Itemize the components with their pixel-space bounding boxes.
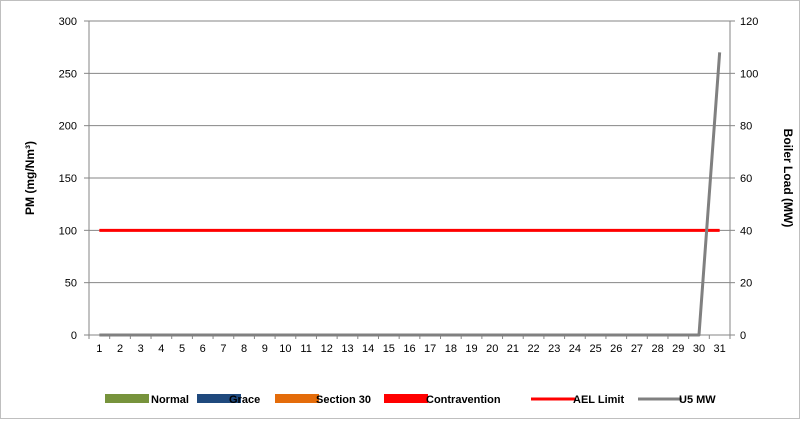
legend-label: Section 30 bbox=[316, 394, 371, 406]
y2-tick-label: 120 bbox=[740, 16, 758, 28]
series-layer bbox=[99, 52, 722, 337]
x-tick-label: 19 bbox=[465, 343, 477, 355]
x-tick-label: 8 bbox=[241, 343, 247, 355]
x-tick-label: 13 bbox=[341, 343, 353, 355]
y2-tick-label: 0 bbox=[740, 330, 746, 342]
legend-swatch bbox=[105, 394, 149, 403]
y2-tick-label: 80 bbox=[740, 121, 752, 133]
y-tick-label: 150 bbox=[59, 173, 77, 185]
legend-item: Normal bbox=[105, 394, 189, 406]
x-tick-label: 6 bbox=[200, 343, 206, 355]
x-tick-label: 23 bbox=[548, 343, 560, 355]
legend-label: Contravention bbox=[426, 394, 501, 406]
legend-swatch bbox=[275, 394, 319, 403]
legend-swatch bbox=[197, 394, 241, 403]
y-tick-label: 200 bbox=[59, 121, 77, 133]
x-tick-label: 24 bbox=[569, 343, 581, 355]
grid-layer bbox=[89, 20, 730, 284]
legend-item: Grace bbox=[197, 394, 260, 406]
legend-item: Contravention bbox=[384, 394, 501, 406]
x-tick-label: 18 bbox=[445, 343, 457, 355]
x-tick-label: 1 bbox=[96, 343, 102, 355]
y2-tick-label: 100 bbox=[740, 68, 758, 80]
x-tick-label: 15 bbox=[383, 343, 395, 355]
x-tick-label: 22 bbox=[527, 343, 539, 355]
x-tick-label: 9 bbox=[262, 343, 268, 355]
legend-label: AEL Limit bbox=[573, 394, 624, 406]
y-axis-title: PM (mg/Nm³) bbox=[23, 141, 37, 215]
x-tick-label: 3 bbox=[138, 343, 144, 355]
legend: Normal Grace Section 30 Contravention AEL Li… bbox=[105, 394, 716, 406]
x-tick-label: 5 bbox=[179, 343, 185, 355]
x-tick-label: 2 bbox=[117, 343, 123, 355]
legend-label: U5 MW bbox=[679, 394, 716, 406]
x-tick-label: 16 bbox=[403, 343, 415, 355]
y-tick-label: 100 bbox=[59, 225, 77, 237]
y2-tick-label: 40 bbox=[740, 225, 752, 237]
x-tick-label: 10 bbox=[279, 343, 291, 355]
x-tick-label: 29 bbox=[672, 343, 684, 355]
y-tick-label: 0 bbox=[71, 330, 77, 342]
x-tick-label: 17 bbox=[424, 343, 436, 355]
x-tick-label: 12 bbox=[321, 343, 333, 355]
legend-swatch bbox=[384, 394, 428, 403]
y2-tick-label: 20 bbox=[740, 278, 752, 290]
legend-label: Grace bbox=[229, 394, 260, 406]
series-line-u5-mw bbox=[99, 52, 722, 337]
x-tick-label: 25 bbox=[589, 343, 601, 355]
x-tick-label: 28 bbox=[652, 343, 664, 355]
legend-item: U5 MW bbox=[638, 394, 716, 406]
x-tick-label: 4 bbox=[158, 343, 164, 355]
x-tick-label: 20 bbox=[486, 343, 498, 355]
x-tick-label: 26 bbox=[610, 343, 622, 355]
axis-layer bbox=[84, 20, 735, 339]
x-tick-label: 21 bbox=[507, 343, 519, 355]
x-tick-label: 27 bbox=[631, 343, 643, 355]
x-tick-label: 11 bbox=[300, 343, 311, 355]
y-tick-label: 250 bbox=[59, 68, 77, 80]
legend-item: AEL Limit bbox=[531, 394, 624, 406]
x-tick-label: 14 bbox=[362, 343, 374, 355]
y2-axis-title: Boiler Load (MW) bbox=[781, 129, 795, 228]
legend-label: Normal bbox=[151, 394, 189, 406]
y-tick-label: 300 bbox=[59, 16, 77, 28]
x-tick-label: 7 bbox=[220, 343, 226, 355]
y-tick-label: 50 bbox=[65, 278, 77, 290]
x-tick-label: 31 bbox=[714, 343, 726, 355]
y2-tick-label: 60 bbox=[740, 173, 752, 185]
legend-item: Section 30 bbox=[275, 394, 371, 406]
x-tick-label: 30 bbox=[693, 343, 705, 355]
